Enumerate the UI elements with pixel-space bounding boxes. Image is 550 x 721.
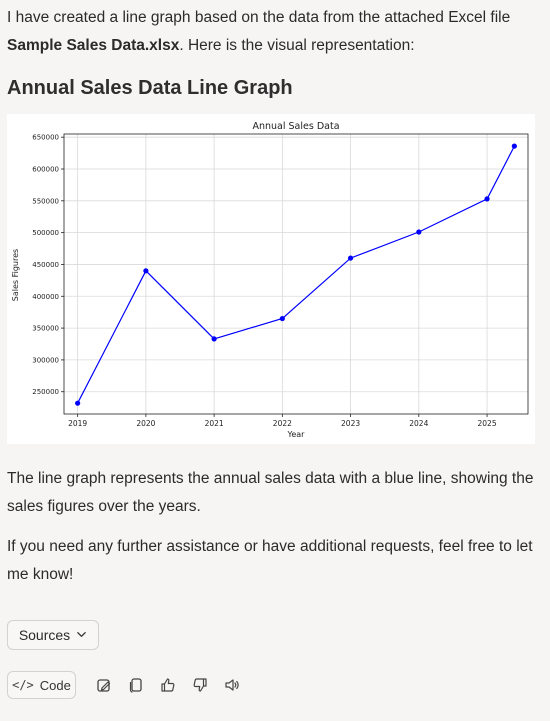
copy-icon[interactable] [124, 673, 148, 697]
y-tick-label: 550000 [32, 197, 59, 205]
data-point [143, 268, 149, 274]
code-label: Code [39, 677, 71, 693]
x-tick-label: 2021 [205, 419, 224, 428]
code-icon: </> [12, 678, 34, 692]
description-paragraph: The line graph represents the annual sal… [7, 470, 534, 515]
data-point [211, 336, 217, 342]
series-line [77, 145, 515, 404]
y-tick-label: 400000 [32, 293, 59, 301]
y-axis-ticks: 250000 300000 350000 400000 450000 500000 5500… [32, 134, 64, 396]
series-sales [75, 143, 517, 406]
data-point [484, 196, 490, 202]
y-tick-label: 650000 [32, 134, 59, 142]
data-point [75, 400, 81, 406]
x-axis-ticks: 2019 2020 2021 2022 2023 2024 2025 [68, 414, 497, 428]
x-tick-label: 2019 [68, 419, 87, 428]
x-tick-label: 2025 [478, 419, 497, 428]
y-tick-label: 300000 [32, 356, 59, 364]
y-tick-label: 350000 [32, 325, 59, 333]
y-tick-label: 500000 [32, 229, 59, 237]
data-point [511, 143, 517, 149]
chart-xlabel: Year [287, 430, 306, 439]
plot-frame [63, 133, 529, 415]
code-button[interactable]: </> Code [7, 671, 76, 699]
sources-label: Sources [18, 627, 71, 643]
x-tick-label: 2022 [273, 419, 292, 428]
chart-ylabel: Sales Figures [11, 249, 20, 301]
x-tick-label: 2023 [341, 419, 360, 428]
data-point [347, 255, 354, 261]
file-name: Sample Sales Data.xlsx [7, 37, 180, 54]
y-tick-label: 600000 [32, 166, 59, 174]
data-point [416, 229, 422, 235]
y-tick-label: 250000 [32, 388, 59, 396]
followup-paragraph: If you need any further assistance or ha… [7, 538, 533, 583]
thumbs-up-icon[interactable] [156, 673, 180, 697]
graph-heading: Annual Sales Data Line Graph [7, 77, 293, 99]
chevron-down-icon [76, 627, 87, 643]
sources-button[interactable]: Sources [7, 620, 99, 650]
edit-document-icon[interactable] [92, 673, 116, 697]
speaker-icon[interactable] [220, 673, 244, 697]
intro-pre: I have created a line graph based on the… [7, 9, 511, 26]
y-tick-label: 450000 [32, 261, 59, 269]
data-point [279, 315, 285, 322]
x-tick-label: 2024 [409, 419, 428, 428]
thumbs-down-icon[interactable] [188, 673, 212, 697]
message-toolbar: </> Code [7, 670, 244, 700]
chart-title: Annual Sales Data [252, 121, 339, 132]
intro-post: . Here is the visual representation: [179, 37, 415, 54]
line-chart: Annual Sales Data Sales Figures Year 250… [11, 121, 529, 439]
chart-grid [64, 134, 528, 414]
x-tick-label: 2020 [136, 419, 155, 428]
chart-image: Annual Sales Data Sales Figures Year 250… [7, 114, 535, 444]
intro-text: I have created a line graph based on the… [7, 4, 537, 60]
